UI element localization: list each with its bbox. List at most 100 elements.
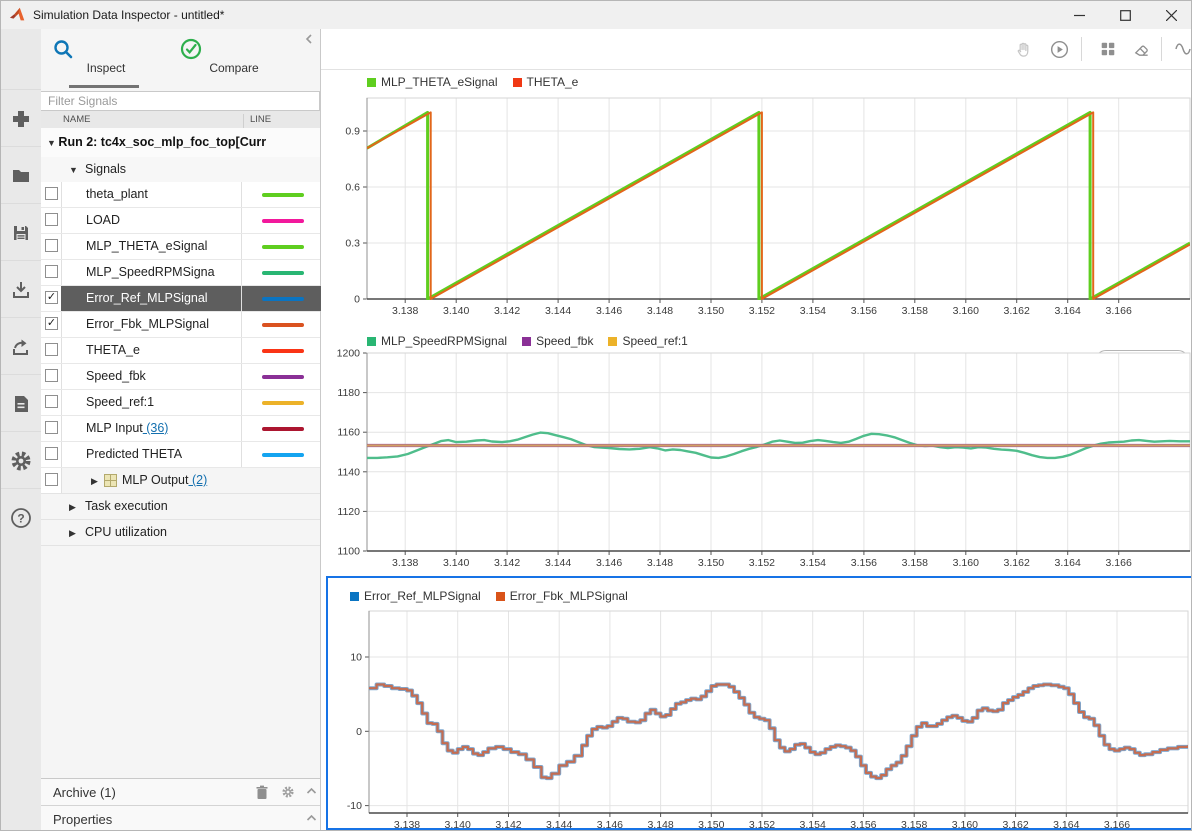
signal-name-cell[interactable]: Speed_ref:1: [61, 390, 241, 415]
properties-bar[interactable]: Properties: [41, 805, 320, 831]
signal-checkbox[interactable]: [45, 421, 58, 434]
signal-row[interactable]: Speed_fbk: [41, 364, 320, 390]
line-style-cell[interactable]: [241, 260, 321, 285]
chevron-up-icon[interactable]: [305, 812, 318, 825]
signal-checkbox[interactable]: [45, 239, 58, 252]
signal-name-cell[interactable]: MLP_THETA_eSignal: [61, 234, 241, 259]
x-tick-label: 3.160: [953, 305, 979, 317]
clear-plots-button[interactable]: [1129, 37, 1153, 61]
archive-settings-gear-icon[interactable]: [281, 785, 295, 799]
subplot-theta[interactable]: MLP_THETA_eSignalTHETA_e 3.1383.1403.142…: [321, 69, 1192, 332]
chevron-up-icon[interactable]: [305, 785, 318, 798]
signal-checkbox[interactable]: [45, 473, 58, 486]
signal-checkbox[interactable]: ✓: [45, 291, 58, 304]
signal-checkbox[interactable]: [45, 213, 58, 226]
run-row[interactable]: ▼ Run 2: tc4x_soc_mlp_foc_top[Curr: [41, 128, 320, 158]
signal-row[interactable]: MLP_SpeedRPMSigna: [41, 260, 320, 286]
line-style-cell[interactable]: [241, 182, 321, 207]
signal-checkbox[interactable]: [45, 447, 58, 460]
add-button[interactable]: [1, 89, 41, 147]
line-style-cell[interactable]: [241, 442, 321, 467]
tab-compare[interactable]: Compare: [179, 35, 289, 85]
collapse-arrow-icon[interactable]: ▼: [47, 138, 58, 148]
subplot-speed[interactable]: MLP_SpeedRPMSignalSpeed_fbkSpeed_ref:1 T…: [321, 331, 1192, 576]
pan-hand-button[interactable]: [1011, 37, 1035, 61]
signal-row[interactable]: THETA_e: [41, 338, 320, 364]
signal-row[interactable]: MLP_THETA_eSignal: [41, 234, 320, 260]
maximize-button[interactable]: [1102, 1, 1148, 29]
signal-name-cell[interactable]: THETA_e: [61, 338, 241, 363]
search-input[interactable]: [41, 91, 320, 111]
line-style-cell[interactable]: [241, 364, 321, 389]
line-style-cell[interactable]: [241, 312, 321, 337]
x-tick-label: 3.156: [851, 557, 877, 569]
x-tick-label: 3.138: [392, 305, 418, 317]
subgroup-row[interactable]: ▶MLP Output (2): [41, 468, 320, 494]
signal-checkbox[interactable]: [45, 265, 58, 278]
import-button[interactable]: [1, 260, 41, 318]
open-button[interactable]: [1, 146, 41, 204]
help-button[interactable]: ?: [1, 488, 41, 546]
x-tick-label: 3.144: [545, 557, 571, 569]
signal-row[interactable]: Speed_ref:1: [41, 390, 320, 416]
line-swatch: [262, 219, 304, 223]
replay-button[interactable]: [1047, 37, 1071, 61]
collapse-arrow-icon[interactable]: ▼: [69, 165, 78, 175]
line-style-cell[interactable]: [241, 208, 321, 233]
signal-name-cell[interactable]: theta_plant: [61, 182, 241, 207]
signal-checkbox[interactable]: [45, 187, 58, 200]
signal-checkbox[interactable]: [45, 343, 58, 356]
signal-name-cell[interactable]: LOAD: [61, 208, 241, 233]
section-row[interactable]: ▶CPU utilization: [41, 520, 320, 546]
signal-checkbox[interactable]: [45, 395, 58, 408]
expand-arrow-icon[interactable]: ▶: [69, 502, 76, 513]
layout-grid-button[interactable]: [1096, 37, 1120, 61]
close-button[interactable]: [1148, 1, 1192, 29]
signal-row[interactable]: LOAD: [41, 208, 320, 234]
export-button[interactable]: [1, 317, 41, 375]
signal-name-cell[interactable]: Error_Ref_MLPSignal: [61, 286, 241, 311]
signal-checkbox[interactable]: [45, 369, 58, 382]
x-tick-label: 3.158: [901, 819, 927, 828]
plot-area: MLP_THETA_eSignalTHETA_e 3.1383.1403.142…: [321, 29, 1192, 831]
line-style-cell[interactable]: [241, 338, 321, 363]
signal-checkbox[interactable]: ✓: [45, 317, 58, 330]
archive-bar[interactable]: Archive (1): [41, 778, 320, 806]
signal-name: THETA_e: [86, 343, 140, 357]
collapse-panel-button[interactable]: [303, 33, 315, 45]
signal-row[interactable]: Predicted THETA: [41, 442, 320, 468]
subplot-error-selected[interactable]: Error_Ref_MLPSignalError_Fbk_MLPSignal 3…: [326, 576, 1192, 830]
signal-name-cell[interactable]: Error_Fbk_MLPSignal: [61, 312, 241, 337]
line-style-cell[interactable]: [241, 416, 321, 441]
signal-count-link[interactable]: (2): [188, 473, 207, 487]
line-style-cell[interactable]: [241, 286, 321, 311]
signals-group-row[interactable]: ▼ Signals: [41, 157, 320, 183]
expand-arrow-icon[interactable]: ▶: [91, 476, 98, 487]
signal-row[interactable]: ✓Error_Fbk_MLPSignal: [41, 312, 320, 338]
signal-count-link[interactable]: (36): [143, 421, 169, 435]
tab-inspect[interactable]: Inspect: [51, 35, 161, 85]
signal-row[interactable]: MLP Input (36): [41, 416, 320, 442]
signal-name-cell[interactable]: Predicted THETA: [61, 442, 241, 467]
x-tick-label: 3.162: [1004, 557, 1030, 569]
report-button[interactable]: [1, 374, 41, 432]
expand-arrow-icon[interactable]: ▶: [69, 528, 76, 539]
x-tick-label: 3.148: [647, 305, 673, 317]
chart-canvas: 3.1383.1403.1423.1443.1463.1483.1503.152…: [328, 578, 1191, 828]
line-swatch: [262, 297, 304, 301]
trash-icon[interactable]: [255, 785, 269, 800]
signal-name-cell[interactable]: MLP Input (36): [61, 416, 241, 441]
save-button[interactable]: [1, 203, 41, 261]
signal-name-cell[interactable]: MLP_SpeedRPMSigna: [61, 260, 241, 285]
signal-display-button[interactable]: [1171, 37, 1192, 61]
section-row[interactable]: ▶Task execution: [41, 494, 320, 520]
signal-row[interactable]: theta_plant: [41, 182, 320, 208]
preferences-button[interactable]: [1, 431, 41, 489]
x-tick-label: 3.154: [800, 305, 826, 317]
y-tick-label: 0: [356, 726, 362, 738]
signal-name-cell[interactable]: Speed_fbk: [61, 364, 241, 389]
minimize-button[interactable]: [1056, 1, 1102, 29]
signal-row[interactable]: ✓Error_Ref_MLPSignal: [41, 286, 320, 312]
line-style-cell[interactable]: [241, 234, 321, 259]
line-style-cell[interactable]: [241, 390, 321, 415]
